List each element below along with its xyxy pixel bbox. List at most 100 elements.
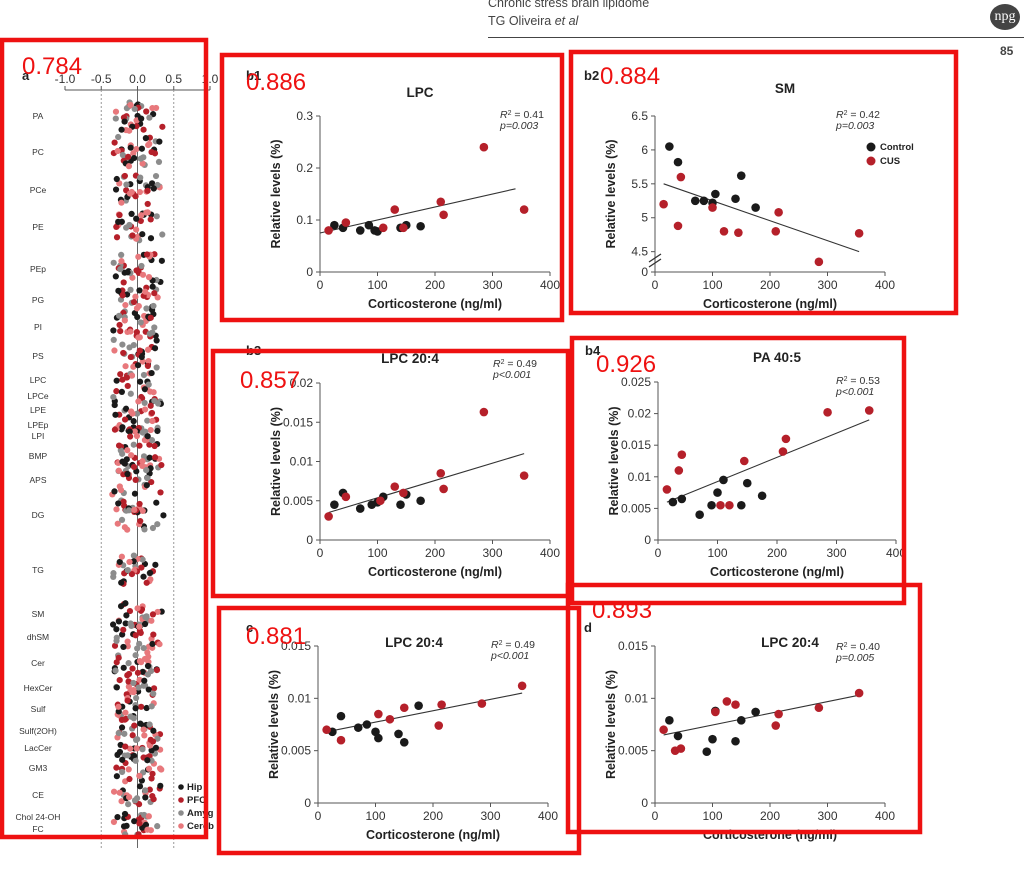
strip-point (146, 114, 153, 121)
trend-line (663, 183, 860, 253)
r2-value: = 0.53 (848, 375, 881, 387)
score-box-b4 (569, 335, 907, 606)
control-point (399, 737, 409, 747)
x-tick-label: 300 (817, 809, 837, 823)
strip-point (155, 158, 163, 165)
strip-point (149, 792, 156, 800)
strip-point (115, 218, 122, 225)
strip-point (122, 709, 129, 716)
r2-exponent: 2 (501, 359, 505, 366)
strip-point (149, 283, 156, 290)
trend-line (328, 453, 525, 514)
panel-b4: 0 100 200 300 400 0 0.005 0.01 0.015 0.02 0.025 Cor… (585, 343, 906, 579)
strip-point (148, 409, 156, 417)
y-axis-label: Relative levels (%) (269, 407, 283, 516)
control-point (665, 716, 674, 725)
category-label: LPE (30, 405, 46, 415)
r2-annotation: R2 = 0.42 (836, 109, 880, 121)
strip-point (145, 381, 152, 388)
strip-point (136, 820, 143, 827)
legend-marker (866, 156, 876, 166)
strip-point (111, 642, 119, 649)
score-box-a (0, 37, 209, 840)
x-tick-label: 100 (707, 546, 727, 560)
strip-point (148, 180, 156, 187)
strip-point (110, 327, 117, 334)
x-tick-label: 200 (767, 546, 787, 560)
strip-point (113, 223, 120, 230)
control-point (673, 731, 683, 741)
strip-point (139, 458, 146, 465)
r2-symbol: R (493, 358, 501, 370)
strip-point (131, 154, 138, 162)
strip-point (145, 141, 152, 149)
npg-logo: npg (990, 4, 1020, 30)
strip-point (144, 417, 151, 424)
strip-point (136, 442, 143, 449)
r2-symbol: R (836, 641, 844, 653)
x-tick-label: 400 (875, 278, 895, 292)
strip-point (148, 617, 155, 624)
strip-point (123, 374, 130, 381)
cus-point (771, 721, 781, 730)
x-tick-label: 300 (817, 278, 837, 292)
strip-point (126, 775, 133, 783)
strip-point (148, 437, 156, 444)
control-point (665, 142, 674, 151)
header-rule (488, 37, 1024, 38)
score-box-b1 (219, 52, 565, 323)
category-label: HexCer (24, 683, 53, 693)
strip-point (119, 756, 126, 763)
strip-point (124, 697, 131, 704)
y-tick-label: 0 (641, 265, 648, 279)
panel-label: c (246, 620, 253, 635)
y-tick-label: 0.02 (290, 376, 314, 390)
cus-point (390, 482, 400, 491)
strip-point (146, 786, 153, 793)
control-point (695, 510, 704, 520)
cus-point (399, 223, 408, 233)
strip-point (142, 288, 149, 295)
strip-point (141, 399, 148, 407)
control-point (677, 494, 687, 504)
strip-point (127, 328, 134, 335)
strip-point (124, 382, 131, 390)
r2-value: = 0.42 (848, 109, 881, 121)
control-point (673, 157, 683, 167)
trend-line (666, 419, 870, 503)
y-tick-label: 0.2 (296, 161, 313, 175)
strip-point (142, 787, 149, 794)
strip-point (136, 378, 144, 385)
strip-point (143, 251, 151, 258)
strip-point (134, 669, 142, 676)
strip-point (142, 794, 149, 801)
y-tick-label: 0.1 (296, 213, 313, 227)
strip-point (143, 108, 150, 115)
strip-point (144, 475, 151, 482)
y-tick-label: 0.02 (628, 407, 652, 421)
p-value-annotation: p<0.001 (490, 650, 529, 662)
cus-point (711, 707, 720, 717)
cus-point (854, 229, 864, 238)
control-point (736, 171, 746, 180)
strip-point (121, 118, 128, 125)
strip-point (110, 788, 118, 795)
strip-point (133, 795, 141, 802)
trend-line (319, 188, 516, 234)
y-tick-label: 5 (641, 211, 648, 225)
r2-value: = 0.49 (503, 639, 536, 651)
strip-point (115, 442, 123, 449)
y-tick-label: 6 (641, 143, 648, 157)
strip-point (127, 713, 134, 720)
strip-point (127, 353, 134, 361)
strip-point (139, 160, 146, 167)
strip-point (150, 690, 157, 697)
strip-point (151, 324, 158, 331)
cus-point (519, 205, 529, 214)
control-point (416, 221, 425, 231)
strip-point (157, 782, 164, 789)
x-tick-label: 100 (702, 809, 722, 823)
strip-point (139, 462, 146, 470)
strip-point (119, 341, 126, 348)
strip-point (144, 757, 151, 764)
